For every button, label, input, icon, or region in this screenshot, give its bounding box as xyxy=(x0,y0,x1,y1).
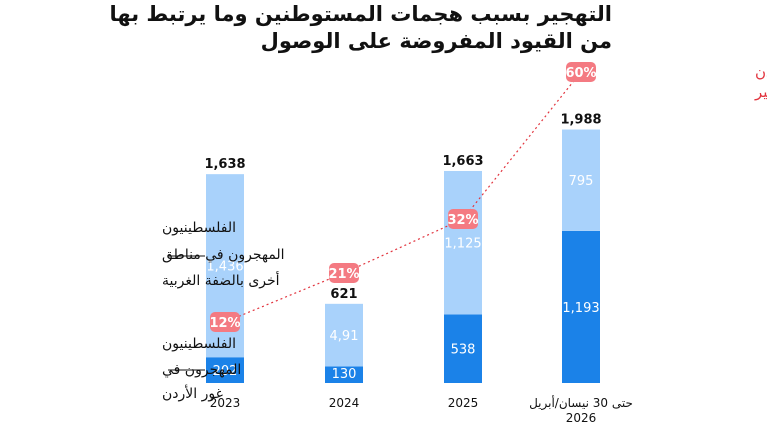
category-label: حتى 30 نيسان/أبريل xyxy=(529,395,633,411)
total-value-label: 621 xyxy=(330,287,357,302)
share-badge-label: 12% xyxy=(209,316,240,331)
total-value-label: 1,988 xyxy=(560,113,601,128)
chart-title-line-1: التهجير بسبب هجمات المستوطنين وما يرتبط … xyxy=(109,2,612,26)
segment-value-label: 1,436 xyxy=(206,260,243,275)
series-legend-label: أخرى بالضفة الغربية xyxy=(162,271,280,289)
share-badge-label: 32% xyxy=(447,213,478,228)
share-badge-label: 60% xyxy=(565,66,596,81)
category-label: 2024 xyxy=(329,396,360,410)
segment-value-label: 202 xyxy=(213,364,238,379)
series-legend-label: الفلسطينيون xyxy=(162,220,236,236)
segment-value-label: 538 xyxy=(451,343,476,358)
category-label: 2023 xyxy=(210,396,241,410)
segment-value-label: 130 xyxy=(332,367,357,382)
chart-title-line-2: من القيود المفروضة على الوصول xyxy=(260,29,612,53)
total-value-label: 1,638 xyxy=(204,157,245,172)
bar-segment-other-west-bank xyxy=(562,129,600,231)
share-legend-label: التهجير في غور الأردن xyxy=(755,62,767,82)
share-badge xyxy=(210,312,240,332)
segment-value-label: 795 xyxy=(569,174,594,189)
share-badge xyxy=(566,62,596,82)
bar-segment-jordan-valley xyxy=(562,230,600,383)
series-legend-label: المهجرون في مناطق xyxy=(162,247,285,263)
share-badge-label: 21% xyxy=(328,267,359,282)
series-legend-label: غور الأردن xyxy=(162,384,223,402)
segment-value-label: 1,193 xyxy=(562,301,599,316)
series-legend-label: الفلسطينيون xyxy=(162,336,236,352)
category-label: 2025 xyxy=(448,396,479,410)
bar-segment-jordan-valley xyxy=(325,366,363,383)
bar-segment-jordan-valley xyxy=(206,357,244,383)
share-legend-label: من إجمالي حالات التهجير xyxy=(754,83,767,102)
share-badge xyxy=(329,263,359,283)
bar-segment-other-west-bank xyxy=(325,303,363,367)
share-badge xyxy=(448,209,478,229)
segment-value-label: 1,125 xyxy=(444,237,481,252)
category-label: 2026 xyxy=(566,411,597,425)
total-value-label: 1,663 xyxy=(442,154,483,169)
bar-segment-jordan-valley xyxy=(444,314,482,383)
bar-segment-other-west-bank xyxy=(444,170,482,315)
segment-value-label: 4,91 xyxy=(330,329,359,344)
